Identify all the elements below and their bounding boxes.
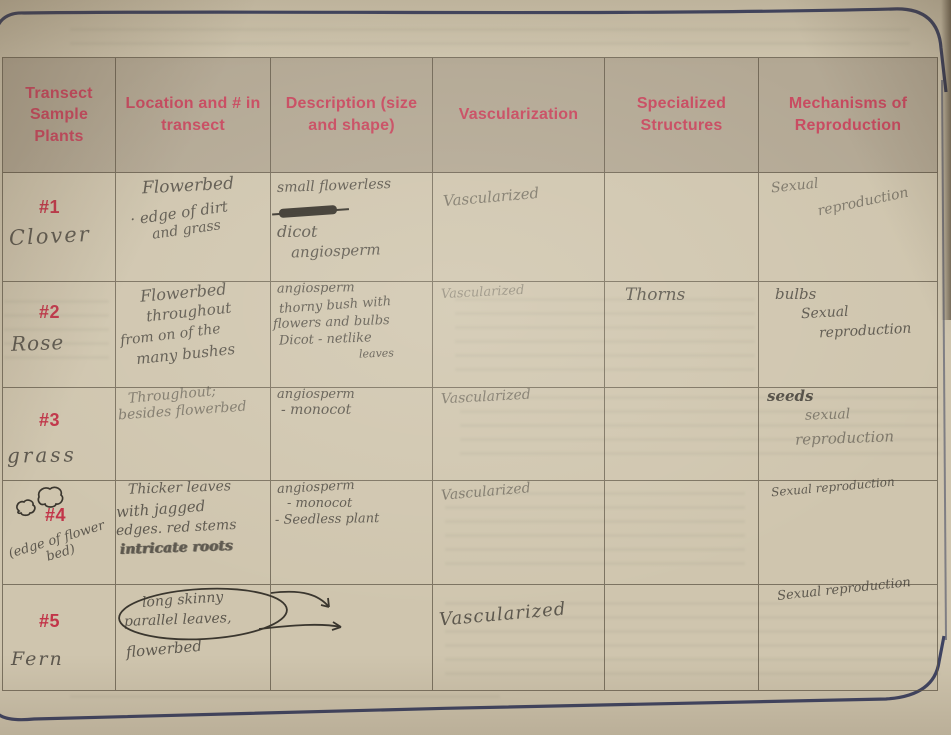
- plant-name: grass: [6, 442, 78, 468]
- handwritten-line: Vascularized: [438, 598, 568, 631]
- cell-grass-location: Throughout; besides flowerbed: [116, 383, 271, 481]
- handwritten-line: flowers and bulbs: [272, 312, 390, 333]
- leaf-doodle: [16, 486, 64, 517]
- handwritten-line: sexual: [804, 406, 851, 424]
- transect-sample-table: Transect Sample Plants Location and # in…: [2, 57, 938, 691]
- sample-id: #1: [39, 197, 61, 217]
- handwritten-line: - monocot: [287, 496, 353, 511]
- cell-grass-id: #3 grass: [3, 388, 116, 481]
- cell-fern-reproduction: Sexual reproduction: [759, 575, 938, 691]
- column-header-label: Mechanisms of Reproduction: [788, 95, 908, 134]
- bleed-through-text: [460, 396, 940, 466]
- page-edge-shadow: [941, 0, 951, 320]
- circle-and-arrows-annotation: [118, 587, 342, 641]
- cell-fern-specialized: [605, 585, 759, 691]
- cell-grass-description: angiosperm - monocot: [271, 387, 433, 481]
- cell-rose-location: Flowerbed throughout from on of the many…: [116, 279, 271, 388]
- bleed-through-text: [70, 28, 910, 46]
- sample-id: #2: [39, 302, 61, 322]
- cell-clover-description: small flowerless dicot angiosperm: [271, 173, 433, 282]
- handwritten-line: - monocot: [281, 402, 352, 418]
- handwritten-line: edges. red stems: [115, 516, 237, 540]
- cell-grass-vascularization: Vascularized: [433, 386, 605, 481]
- handwritten-line: Vascularized: [440, 282, 525, 303]
- column-header-transect-sample-plants: Transect Sample Plants: [3, 58, 116, 173]
- cell-sample4-reproduction: Sexual reproduction: [759, 475, 938, 585]
- handwritten-line: Vascularized: [440, 386, 532, 408]
- cell-rose-description: angiosperm thorny bush with flowers and …: [271, 280, 433, 388]
- cell-sample4-location: Thicker leaves with jagged edges. red st…: [115, 478, 271, 585]
- cell-clover-location: Flowerbed · edge of dirt and grass: [116, 173, 271, 282]
- cell-fern-description: [271, 585, 433, 691]
- handwritten-line: reproduction: [794, 427, 895, 449]
- bleed-through-text: [455, 298, 755, 376]
- handwritten-line: seeds: [767, 387, 814, 405]
- bleed-through-text: [445, 492, 745, 572]
- cell-grass-reproduction: seeds sexual reproduction: [759, 388, 938, 481]
- sample-id: #4: [45, 505, 67, 525]
- cell-fern-vascularization: Vascularized: [433, 585, 605, 691]
- scribbled-out-word: [278, 204, 338, 219]
- bleed-through-text: [70, 695, 500, 709]
- cell-clover-specialized: [605, 173, 759, 282]
- cell-clover-vascularization: Vascularized: [433, 173, 605, 282]
- cell-fern-location: long skinny parallel leaves, flowerbed: [116, 585, 271, 691]
- bleed-through-text: [4, 300, 109, 364]
- column-header-location: Location and # in transect: [116, 58, 271, 173]
- handwritten-line: Vascularized: [440, 480, 532, 504]
- handwritten-line: Vascularized: [442, 183, 540, 211]
- cell-sample4-description: angiosperm - monocot - Seedless plant: [271, 477, 433, 585]
- column-header-label: Location and # in transect: [125, 95, 261, 134]
- column-header-label: Specialized Structures: [636, 95, 727, 134]
- handwritten-line: dicot: [277, 222, 318, 241]
- cell-fern-id: #5 Fern: [3, 585, 116, 691]
- cell-rose-specialized: Thorns: [605, 282, 759, 388]
- bleed-through-text: [445, 602, 940, 682]
- column-header-vascularization: Vascularization: [433, 58, 605, 173]
- cell-rose-id: #2 Rose: [3, 282, 116, 388]
- column-header-label: Vascularization: [458, 106, 579, 124]
- handwritten-line: small flowerless: [276, 176, 392, 196]
- handwritten-line: angiosperm: [277, 387, 355, 402]
- handwritten-line: angiosperm: [276, 280, 355, 297]
- column-header-label: Description (size and shape): [285, 95, 418, 134]
- plant-name: Rose: [10, 330, 65, 356]
- handwritten-line: with jagged: [115, 496, 206, 522]
- handwritten-line-overwritten: intricate roots: [119, 538, 234, 558]
- handwritten-line: Dicot - netlike: [278, 330, 372, 349]
- sample-id: #5: [39, 611, 61, 631]
- cell-grass-specialized: [605, 388, 759, 481]
- cell-sample4-specialized: [605, 481, 759, 585]
- plant-name: Clover: [8, 221, 92, 251]
- cell-clover-reproduction: Sexual reproduction: [759, 173, 938, 282]
- handwritten-line: angiosperm: [276, 477, 355, 498]
- cell-sample4-id: #4 (edge of flower bed): [3, 481, 116, 585]
- handwritten-line: reproduction: [818, 320, 912, 342]
- plant-name: Fern: [11, 648, 64, 670]
- cell-rose-reproduction: bulbs Sexual reproduction: [759, 282, 938, 388]
- handwritten-line: leaves: [358, 346, 395, 361]
- handwritten-line: - Seedless plant: [274, 511, 380, 528]
- handwritten-line: reproduction: [816, 184, 910, 220]
- handwritten-line: Sexual: [800, 303, 849, 323]
- cell-rose-vascularization: Vascularized: [433, 282, 605, 388]
- column-header-label: Transect Sample Plants: [25, 84, 93, 145]
- handwritten-line: Sexual: [770, 175, 820, 197]
- handwritten-line: Thicker leaves: [127, 478, 232, 498]
- handwritten-line: bulbs: [775, 285, 817, 303]
- column-header-description: Description (size and shape): [271, 58, 433, 173]
- handwritten-line: Flowerbed: [141, 173, 235, 199]
- cell-sample4-vascularization: Vascularized: [433, 480, 605, 585]
- handwritten-line: angiosperm: [290, 240, 381, 262]
- cell-clover-id: #1 Clover: [3, 173, 116, 282]
- column-header-mechanisms-of-reproduction: Mechanisms of Reproduction: [759, 58, 938, 173]
- sample-id: #3: [39, 410, 61, 430]
- column-header-specialized-structures: Specialized Structures: [605, 58, 759, 173]
- handwritten-line: Thorns: [625, 285, 686, 305]
